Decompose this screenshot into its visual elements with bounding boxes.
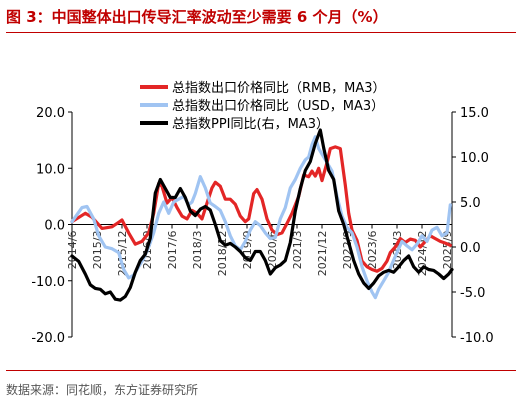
x-tick-label: 2023/6 — [366, 231, 379, 270]
x-tick-label: 2020/6 — [266, 231, 279, 270]
x-tick-label: 2018/3 — [191, 231, 204, 270]
y-left-tick-label: 0.0 — [44, 219, 65, 234]
title-rule — [6, 32, 516, 33]
figure-title: 图 3：中国整体出口传导汇率波动至少需要 6 个月（%） — [6, 8, 388, 26]
y-right-tick-label: 10.0 — [460, 151, 489, 166]
source-note: 数据来源：同花顺，东方证券研究所 — [6, 383, 199, 397]
x-tick-label: 2022/9 — [341, 231, 354, 270]
legend-label-ppi: 总指数PPI同比(右，MA3） — [172, 117, 329, 132]
x-tick-label: 2021/3 — [291, 231, 304, 270]
y-right-tick-label: 5.0 — [460, 196, 481, 211]
x-tick-label: 2025/9 — [441, 231, 454, 270]
x-tick-label: 2021/12 — [316, 231, 329, 277]
x-tick-label: 2014/6 — [66, 231, 79, 270]
source-rule — [6, 370, 516, 371]
y-right-tick-label: 0.0 — [460, 241, 481, 256]
x-tick-label: 2015/12 — [116, 231, 129, 277]
y-right-tick-label: -10.0 — [460, 331, 494, 346]
y-right-tick-label: -5.0 — [460, 286, 485, 301]
y-right-tick-label: 15.0 — [460, 106, 489, 121]
series-line-ppi — [70, 128, 454, 302]
y-left-tick-label: -10.0 — [31, 275, 65, 290]
x-tick-label: 2018/12 — [216, 231, 229, 277]
y-left-tick-label: -20.0 — [31, 331, 65, 346]
y-left-tick-label: 10.0 — [36, 162, 65, 177]
chart-legend: 总指数出口价格同比（RMB，MA3） 总指数出口价格同比（USD，MA3） 总指… — [140, 80, 386, 132]
legend-label-usd: 总指数出口价格同比（USD，MA3） — [172, 98, 384, 114]
y-left-tick-label: 20.0 — [36, 106, 65, 121]
chart-series — [70, 128, 454, 302]
legend-label-rmb: 总指数出口价格同比（RMB，MA3） — [172, 80, 386, 96]
x-tick-label: 2017/6 — [166, 231, 179, 270]
